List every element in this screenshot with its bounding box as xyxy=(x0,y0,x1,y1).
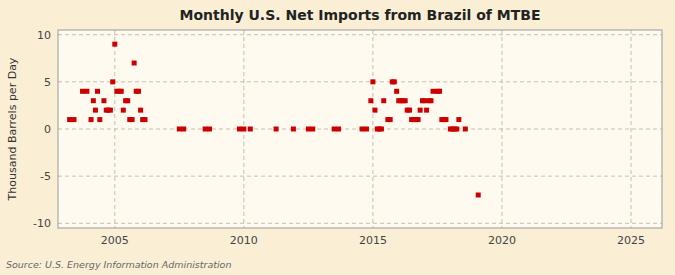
point xyxy=(91,98,96,103)
point xyxy=(101,98,106,103)
point xyxy=(112,42,117,47)
tick-label: 2025 xyxy=(617,234,645,247)
point xyxy=(274,127,279,132)
point xyxy=(370,79,375,84)
point xyxy=(388,117,393,122)
tick-label: 2015 xyxy=(359,234,387,247)
point xyxy=(237,127,242,132)
point xyxy=(241,127,246,132)
tick-label: 10 xyxy=(37,29,51,42)
point xyxy=(80,89,85,94)
grid-line xyxy=(58,34,662,35)
point xyxy=(72,117,77,122)
title: Monthly U.S. Net Imports from Brazil of … xyxy=(180,7,541,23)
point xyxy=(456,117,461,122)
point xyxy=(125,98,130,103)
point xyxy=(138,108,143,113)
point xyxy=(372,108,377,113)
tick-label: 5 xyxy=(44,76,51,89)
point xyxy=(177,127,182,132)
annotation: Source: U.S. Energy Information Administ… xyxy=(6,259,231,270)
tick-label: -10 xyxy=(33,217,51,230)
point xyxy=(203,127,208,132)
point xyxy=(67,117,72,122)
point xyxy=(132,61,137,66)
point xyxy=(136,89,141,94)
grid-line xyxy=(58,81,662,82)
point xyxy=(360,127,365,132)
grid-line xyxy=(58,176,662,177)
point xyxy=(364,127,369,132)
grid-line xyxy=(501,30,502,228)
tick-label: 2020 xyxy=(488,234,516,247)
point xyxy=(392,79,397,84)
point xyxy=(95,89,100,94)
point xyxy=(97,117,102,122)
point xyxy=(428,98,433,103)
point xyxy=(422,98,427,103)
tick-label: -5 xyxy=(40,170,51,183)
grid xyxy=(58,30,662,228)
point xyxy=(454,127,459,132)
point xyxy=(119,89,124,94)
point xyxy=(403,98,408,103)
point xyxy=(418,108,423,113)
point xyxy=(407,108,412,113)
point xyxy=(332,127,337,132)
tick-label: 2010 xyxy=(230,234,258,247)
point xyxy=(368,98,373,103)
axis-label: Thousand Barrels per Day xyxy=(6,57,19,201)
point xyxy=(463,127,468,132)
grid-line xyxy=(372,30,373,228)
point xyxy=(207,127,212,132)
point xyxy=(181,127,186,132)
plot-frame xyxy=(58,30,662,228)
point xyxy=(306,127,311,132)
grid-line xyxy=(114,30,115,228)
point xyxy=(291,127,296,132)
point xyxy=(437,89,442,94)
points xyxy=(67,42,481,198)
point xyxy=(394,89,399,94)
point xyxy=(89,117,94,122)
tick-labels: -10 -5 0 5 10 2005 2010 2015 2020 2025 xyxy=(33,29,645,247)
tick-label: 0 xyxy=(44,123,51,136)
point xyxy=(381,98,386,103)
point xyxy=(431,89,436,94)
point xyxy=(248,127,253,132)
point xyxy=(84,89,89,94)
plot-area xyxy=(58,30,662,228)
point xyxy=(121,108,126,113)
point xyxy=(379,127,384,132)
point xyxy=(110,79,115,84)
point xyxy=(130,117,135,122)
point xyxy=(310,127,315,132)
point xyxy=(336,127,341,132)
tick-label: 2005 xyxy=(101,234,129,247)
grid-line xyxy=(58,223,662,224)
point xyxy=(416,117,421,122)
point xyxy=(443,117,448,122)
point xyxy=(108,108,113,113)
point xyxy=(476,193,481,198)
point xyxy=(142,117,147,122)
grid-line xyxy=(631,30,632,228)
point xyxy=(424,108,429,113)
chart: -10 -5 0 5 10 2005 2010 2015 2020 2025 Monthly U.S… xyxy=(0,0,675,275)
point xyxy=(93,108,98,113)
